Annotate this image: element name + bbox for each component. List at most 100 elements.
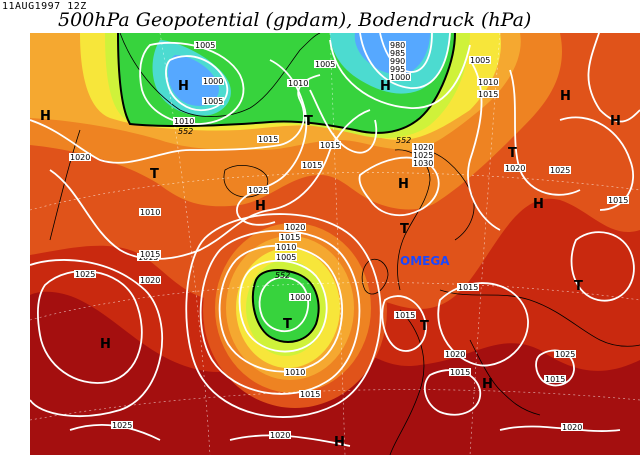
- isobar-label: 1015: [140, 250, 160, 259]
- isobar-cutoff-1000: [258, 276, 310, 332]
- isobar-label: 1020: [270, 431, 290, 440]
- low-pressure-center: T: [400, 222, 409, 237]
- isobar-france: [437, 282, 529, 367]
- isobar-label-box: [287, 79, 309, 87]
- isobar-label-box: [412, 143, 434, 151]
- isobar-label-box: [301, 161, 323, 169]
- isobars: [30, 33, 640, 447]
- isobar-label: 1015: [258, 135, 278, 144]
- high-pressure-center: H: [334, 435, 345, 450]
- height-label-552: 552: [275, 271, 290, 280]
- graticule-lat-3: [30, 389, 640, 421]
- isobar-label-box: [275, 243, 297, 251]
- isobar-label-box: [284, 368, 306, 376]
- isobar-label-box: [549, 166, 571, 174]
- isobar-label-box: [269, 431, 291, 439]
- isobar-label: 1005: [315, 60, 335, 69]
- high-pressure-center: H: [398, 177, 409, 192]
- isobar-mid-2: [236, 59, 308, 226]
- isobar-atlantic-high-1: [37, 270, 143, 384]
- isobar-label-box: [389, 73, 411, 81]
- isobar-north-low-2: [359, 33, 451, 89]
- contour-552-north: [117, 33, 456, 134]
- isobar-label-box: [477, 90, 499, 98]
- pressure-centers: H H T T H H H T T H H T T T H H H H: [40, 79, 621, 450]
- height-contours: [117, 33, 456, 343]
- high-pressure-center: H: [560, 89, 571, 104]
- isobar-north-low-3: [329, 39, 471, 109]
- isobar-label: 1010: [288, 79, 308, 88]
- isobar-label-box: [554, 350, 576, 358]
- isobar-label-box: [389, 57, 406, 65]
- graticule-lon-3: [469, 33, 501, 455]
- isobar-label-box: [194, 41, 216, 49]
- weather-map-canvas: 552 552 552 1005100010051010100598098599…: [30, 33, 640, 455]
- isobar-label-box: [279, 233, 301, 241]
- isobar-label-box: [449, 368, 471, 376]
- isobar-label-box: [139, 250, 161, 258]
- low-pressure-center: T: [150, 167, 159, 182]
- isobar-label: 1015: [478, 90, 498, 99]
- graticule-lon-2: [329, 33, 346, 455]
- isobar-label: 1000: [203, 77, 223, 86]
- isobar-label: 1025: [550, 166, 570, 175]
- isobar-label-box: [202, 77, 224, 85]
- isobar-label-box: [389, 65, 406, 73]
- isobar-label: 1020: [413, 143, 433, 152]
- isobar-label: 1000: [390, 73, 410, 82]
- isobar-west-low-2: [139, 41, 245, 125]
- isobar-scand-high: [358, 156, 440, 217]
- isobar-label: 1010: [140, 208, 160, 217]
- isobar-label-box: [469, 56, 491, 64]
- low-pressure-center: T: [304, 114, 313, 129]
- low-pressure-center: T: [508, 146, 517, 161]
- isobar-label: 985: [390, 49, 405, 58]
- high-pressure-center: H: [40, 109, 51, 124]
- coast-labrador: [49, 129, 81, 241]
- isobar-label-box: [74, 270, 96, 278]
- isobar-label: 1005: [203, 97, 223, 106]
- high-pressure-center: H: [255, 199, 266, 214]
- isobar-label: 1020: [505, 164, 525, 173]
- isobar-label-box: [607, 196, 629, 204]
- isobar-label-box: [275, 253, 297, 261]
- isobar-label-box: [257, 135, 279, 143]
- isobar-label: 1015: [320, 141, 340, 150]
- high-pressure-center: H: [610, 114, 621, 129]
- isobar-label: 1020: [562, 423, 582, 432]
- omega-block-label: OMEGA: [400, 254, 450, 268]
- isobar-label-box: [457, 283, 479, 291]
- isobar-label-box: [504, 164, 526, 172]
- isobar-label-box: [247, 186, 269, 194]
- isobar-cutoff-1005: [238, 259, 328, 353]
- isobar-label-box: [394, 311, 416, 319]
- isobar-label: 1020: [70, 153, 90, 162]
- isobar-label: 1015: [450, 368, 470, 377]
- isobar-label: 1020: [285, 223, 305, 232]
- isobar-label-box: [299, 390, 321, 398]
- isobar-northeast: [587, 33, 640, 123]
- weather-map: 552 552 552 1005 1000 1005 1010 1005 980 985 99…: [30, 33, 640, 455]
- isobar-label-box: [319, 141, 341, 149]
- coast-iberia: [389, 309, 425, 455]
- isobar-label: 1025: [75, 270, 95, 279]
- contour-552-cutoff: [251, 269, 320, 343]
- isobar-label-box: [412, 151, 434, 159]
- forecast-datetime: 11AUG1997 12Z: [2, 1, 87, 12]
- isobar-cutoff-1020: [185, 213, 382, 418]
- isobar-label: 1030: [413, 159, 433, 168]
- isobar-label-box: [477, 78, 499, 86]
- isobar-label-box: [544, 375, 566, 383]
- coast-europe: [439, 289, 640, 347]
- height-label-552: 552: [178, 127, 193, 136]
- isobar-label-box: [173, 117, 195, 125]
- low-pressure-center: T: [283, 317, 292, 332]
- isobar-label-box: [69, 153, 91, 161]
- isobar-cutoff-1010: [218, 244, 343, 373]
- isobar-label: 1020: [140, 276, 160, 285]
- field-blue-west: [167, 55, 220, 106]
- map-title: 500hPa Geopotential (gpdam), Bodendruck …: [58, 9, 532, 31]
- isobar-label: 1015: [395, 311, 415, 320]
- isobar-label-box: [389, 49, 406, 57]
- isobar-north-low-1: [379, 33, 433, 73]
